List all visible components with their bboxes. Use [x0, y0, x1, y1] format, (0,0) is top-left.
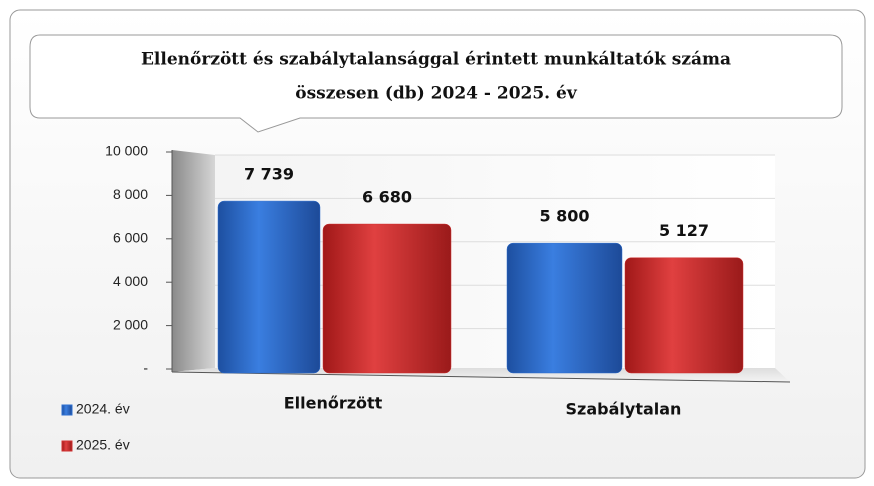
legend-swatch	[61, 404, 73, 416]
bar	[506, 242, 623, 374]
value-label: 5 127	[659, 221, 709, 240]
y-tick-label: -	[143, 360, 148, 376]
value-label: 6 680	[362, 188, 412, 207]
legend-label: 2024. év	[76, 401, 130, 417]
x-tick-label: Szabálytalan	[566, 400, 682, 419]
side-wall	[172, 150, 215, 372]
title-callout	[29, 34, 843, 133]
y-tick-label: 2 000	[113, 316, 148, 332]
bar	[217, 200, 321, 374]
y-tick-label: 4 000	[113, 273, 148, 289]
bar	[322, 223, 452, 374]
chart-title: Ellenőrzött és szabálytalansággal érinte…	[141, 50, 731, 70]
y-tick-label: 8 000	[113, 186, 148, 202]
bar	[624, 257, 744, 374]
legend-swatch	[61, 440, 73, 452]
y-tick-label: 6 000	[113, 230, 148, 246]
y-tick-label: 10 000	[105, 143, 148, 159]
x-tick-label: Ellenőrzött	[284, 394, 383, 413]
legend-label: 2025. év	[76, 437, 130, 453]
value-label: 5 800	[539, 207, 589, 226]
x-axis	[171, 371, 791, 383]
value-label: 7 739	[244, 165, 294, 184]
chart-title: összesen (db) 2024 - 2025. év	[295, 84, 578, 104]
